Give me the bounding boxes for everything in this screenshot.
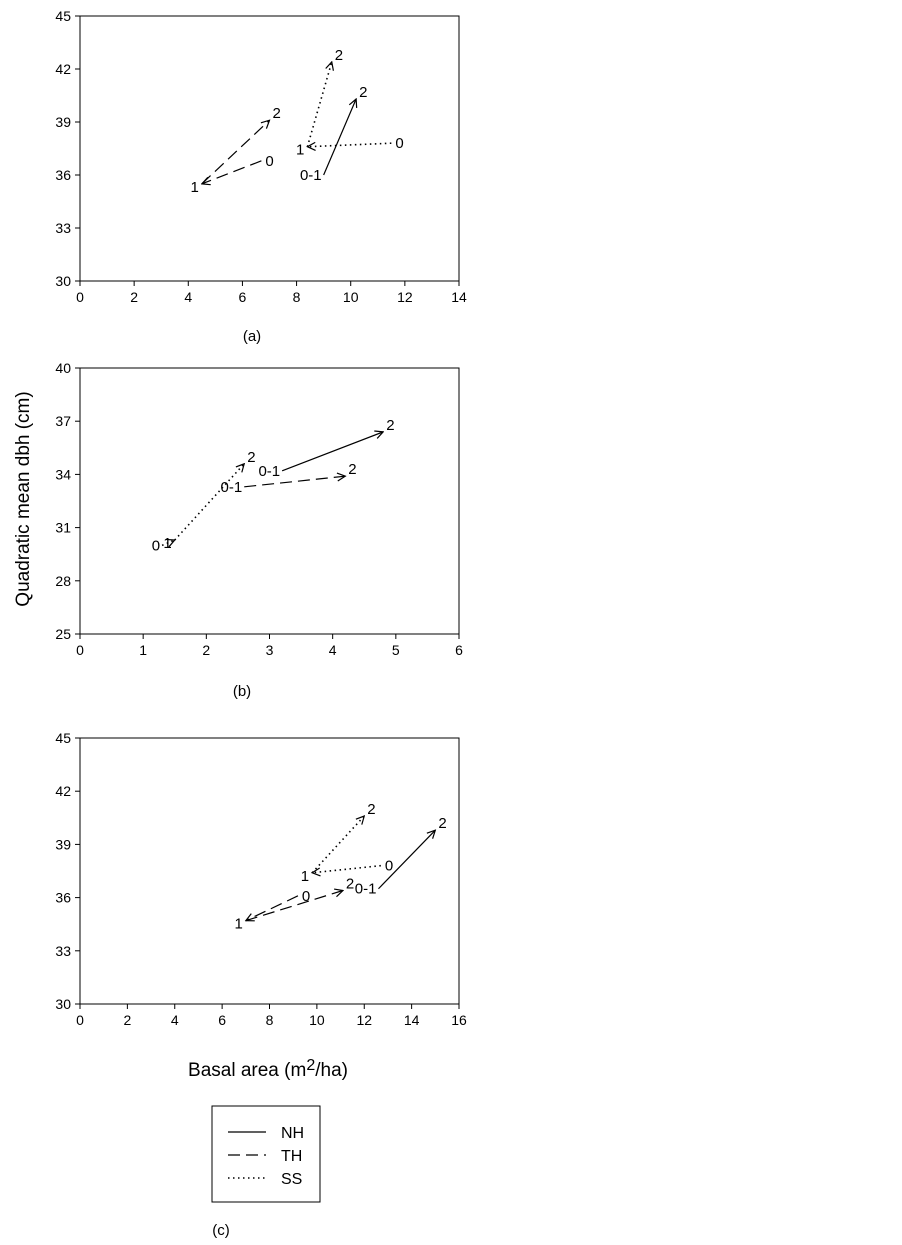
x-tick-label: 0 — [76, 642, 84, 658]
series-ss-point-label: 1 — [296, 142, 304, 159]
series-th-point-label: 1 — [190, 179, 198, 196]
series-ss-segment — [161, 540, 175, 545]
series-nh-point-label: 0-1 — [355, 881, 377, 898]
y-axis-title: Quadratic mean dbh (cm) — [13, 391, 34, 606]
x-axis-title-tail: /ha) — [315, 1060, 348, 1081]
series-th-segment — [246, 895, 299, 921]
y-tick-label: 33 — [55, 220, 71, 236]
x-tick-label: 6 — [455, 642, 463, 658]
x-axis-title-main: Basal area (m — [188, 1060, 306, 1081]
y-tick-label: 25 — [55, 626, 71, 642]
series-nh-segment — [378, 830, 435, 890]
y-tick-label: 36 — [55, 890, 71, 906]
series-ss-point-label: 0 — [385, 858, 393, 875]
y-tick-label: 31 — [55, 520, 71, 536]
x-tick-label: 1 — [139, 642, 147, 658]
x-tick-label: 6 — [239, 289, 247, 305]
series-nh-point-label: 2 — [438, 815, 446, 832]
series-nh-point-label: 0-1 — [258, 463, 280, 480]
x-tick-label: 3 — [266, 642, 274, 658]
x-tick-label: 4 — [184, 289, 192, 305]
x-tick-label: 10 — [309, 1012, 325, 1028]
series-th-point-label: 2 — [348, 461, 356, 478]
x-axis-title-superscript: 2 — [306, 1057, 315, 1074]
series-th-point-label: 1 — [234, 916, 242, 933]
y-tick-label: 30 — [55, 273, 71, 289]
y-tick-label: 45 — [55, 730, 71, 746]
series-ss-point-label: 0 — [152, 537, 160, 554]
y-tick-label: 40 — [55, 360, 71, 376]
y-tick-label: 45 — [55, 8, 71, 24]
series-nh-segment — [323, 99, 356, 176]
y-tick-label: 42 — [55, 783, 71, 799]
series-ss-segment — [174, 464, 244, 541]
series-nh-point-label: 0-1 — [300, 167, 322, 184]
y-tick-label: 33 — [55, 943, 71, 959]
x-tick-label: 8 — [293, 289, 301, 305]
x-tick-label: 2 — [123, 1012, 131, 1028]
x-tick-label: 10 — [343, 289, 359, 305]
x-tick-label: 12 — [356, 1012, 372, 1028]
x-tick-label: 0 — [76, 289, 84, 305]
series-ss-segment — [311, 816, 364, 874]
plot-frame — [79, 15, 460, 282]
panel-label: (b) — [233, 683, 251, 700]
x-tick-label: 14 — [404, 1012, 420, 1028]
series-th-point-label: 2 — [273, 105, 281, 122]
series-ss-point-label: 0 — [395, 135, 403, 152]
y-tick-label: 39 — [55, 114, 71, 130]
x-tick-label: 12 — [397, 289, 413, 305]
y-tick-label: 42 — [55, 61, 71, 77]
series-th-point-label: 0 — [302, 888, 310, 905]
series-ss-point-label: 2 — [247, 449, 255, 466]
series-ss-point-label: 1 — [301, 868, 309, 885]
series-th-segment — [202, 160, 262, 184]
legend-label-nh: NH — [281, 1125, 304, 1142]
series-nh-segment — [281, 432, 383, 472]
series-th-segment — [245, 891, 343, 922]
y-tick-label: 34 — [55, 466, 71, 482]
x-tick-label: 0 — [76, 1012, 84, 1028]
x-tick-label: 4 — [329, 642, 337, 658]
x-tick-label: 14 — [451, 289, 467, 305]
y-tick-label: 37 — [55, 413, 71, 429]
series-ss-segment — [307, 143, 392, 147]
series-ss-segment — [312, 864, 381, 873]
x-tick-label: 5 — [392, 642, 400, 658]
y-tick-label: 36 — [55, 167, 71, 183]
series-ss-point-label: 2 — [367, 801, 375, 818]
series-th-point-label: 2 — [346, 876, 354, 893]
series-ss-point-label: 1 — [163, 535, 171, 552]
series-ss-segment — [306, 62, 331, 147]
x-tick-label: 2 — [202, 642, 210, 658]
x-tick-label: 16 — [451, 1012, 467, 1028]
series-ss-point-label: 2 — [335, 47, 343, 64]
series-th-segment — [201, 120, 270, 185]
legend: NH TH SS — [211, 1105, 321, 1203]
series-nh-point-label: 2 — [386, 417, 394, 434]
panel-label: (c) — [212, 1222, 230, 1239]
legend-label-ss: SS — [281, 1171, 302, 1188]
y-tick-label: 39 — [55, 836, 71, 852]
x-tick-label: 2 — [130, 289, 138, 305]
plot-frame — [79, 737, 460, 1005]
series-th-point-label: 0 — [265, 153, 273, 170]
legend-box — [211, 1105, 321, 1203]
x-tick-label: 4 — [171, 1012, 179, 1028]
x-tick-label: 8 — [266, 1012, 274, 1028]
x-axis-title: Basal area (m2/ha) — [188, 1057, 348, 1081]
plot-frame — [79, 367, 460, 635]
y-tick-label: 28 — [55, 573, 71, 589]
x-tick-label: 6 — [218, 1012, 226, 1028]
series-th-point-label: 0-1 — [221, 479, 243, 496]
panel-label: (a) — [243, 328, 261, 345]
legend-label-th: TH — [281, 1148, 302, 1165]
y-tick-label: 30 — [55, 996, 71, 1012]
series-nh-point-label: 2 — [359, 84, 367, 101]
